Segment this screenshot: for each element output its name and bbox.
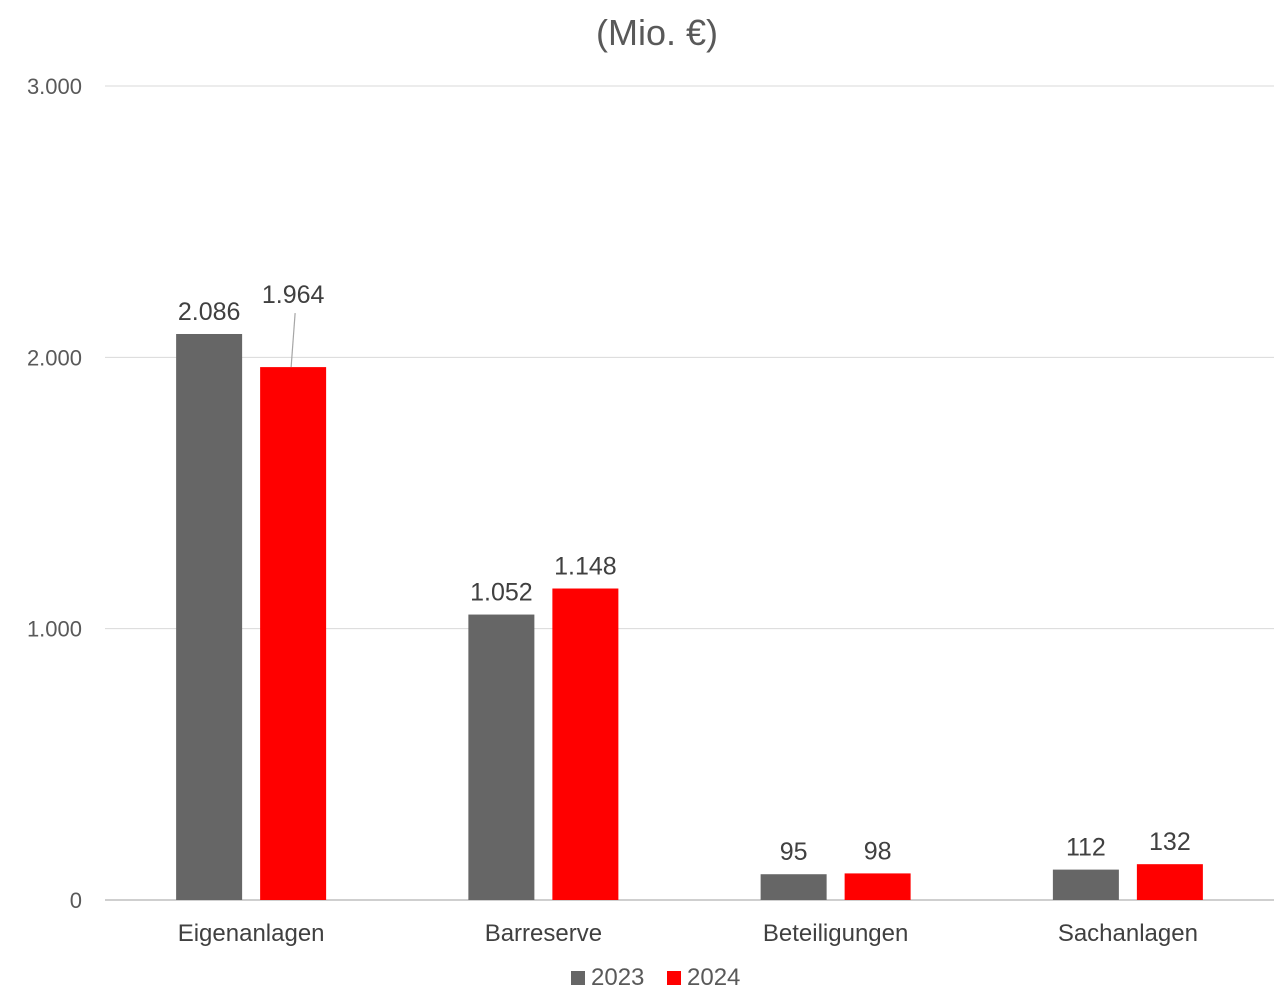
data-label: 2.086	[178, 298, 241, 326]
y-tick-label: 1.000	[27, 617, 82, 642]
legend-label: 2023	[591, 964, 644, 991]
data-label: 112	[1066, 834, 1106, 862]
legend-swatch	[667, 971, 681, 985]
data-label: 1.964	[262, 281, 325, 309]
data-label: 98	[864, 837, 892, 865]
data-label: 95	[780, 838, 808, 866]
x-category-label: Sachanlagen	[1058, 920, 1198, 947]
y-tick-label: 3.000	[27, 74, 82, 99]
legend: 2023 2024	[571, 964, 740, 991]
bar-2023-sachanlagen	[1052, 869, 1119, 900]
y-tick-label: 2.000	[27, 345, 82, 370]
x-category-label: Eigenanlagen	[178, 920, 325, 947]
y-tick-label: 0	[70, 888, 82, 913]
data-label: 132	[1149, 828, 1191, 856]
data-label-leader-line	[290, 313, 296, 368]
data-label: 1.052	[470, 579, 533, 607]
bar-2023-beteiligungen	[760, 874, 827, 900]
data-label: 1.148	[554, 553, 617, 581]
bar-2024-sachanlagen	[1136, 864, 1203, 900]
bar-2024-eigenanlagen	[260, 367, 327, 900]
bars	[176, 333, 1203, 900]
x-category-label: Barreserve	[485, 920, 602, 947]
bar-2023-barreserve	[468, 614, 535, 900]
bar-2024-barreserve	[552, 588, 619, 900]
bar-2023-eigenanlagen	[176, 333, 243, 900]
chart-title: (Mio. €)	[596, 12, 718, 53]
data-labels: 2.086 1.964 1.052 1.148 95 98 112 132	[178, 281, 1191, 866]
y-axis-tick-labels: 0 1.000 2.000 3.000	[27, 74, 82, 913]
legend-swatch	[571, 971, 585, 985]
x-category-label: Beteiligungen	[763, 920, 908, 947]
x-axis-category-labels: Eigenanlagen Barreserve Beteiligungen Sacha…	[178, 920, 1198, 947]
bar-2024-beteiligungen	[844, 873, 911, 900]
legend-label: 2024	[687, 964, 740, 991]
